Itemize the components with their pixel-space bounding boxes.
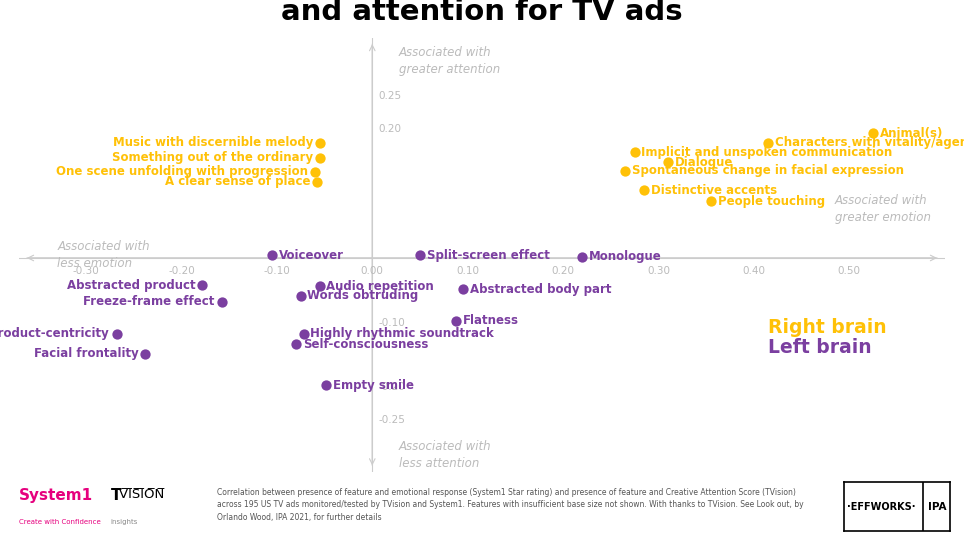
Point	[617, 166, 632, 175]
Point	[312, 138, 328, 147]
Text: Spontaneous change in facial expression: Spontaneous change in facial expression	[631, 164, 904, 177]
Text: Characters with vitality/agency: Characters with vitality/agency	[775, 136, 964, 149]
Point	[214, 298, 229, 306]
Text: -0.25: -0.25	[378, 415, 405, 425]
Text: -0.10: -0.10	[263, 266, 290, 276]
Text: Correlation between presence of feature and emotional response (System1 Star rat: Correlation between presence of feature …	[217, 488, 804, 522]
Text: 0.50: 0.50	[838, 266, 861, 276]
Text: Associated with
less emotion: Associated with less emotion	[58, 240, 150, 270]
Point	[293, 291, 308, 300]
Text: Split-screen effect: Split-screen effect	[427, 249, 549, 262]
Text: Words obtruding: Words obtruding	[308, 289, 418, 302]
Point	[195, 281, 210, 289]
Text: 0.30: 0.30	[647, 266, 670, 276]
Text: One scene unfolding with progression: One scene unfolding with progression	[56, 165, 308, 178]
Text: IPA: IPA	[928, 502, 947, 512]
Point	[319, 381, 335, 390]
Text: Voiceover: Voiceover	[279, 249, 344, 262]
Text: Implicit and unspoken communication: Implicit and unspoken communication	[641, 146, 893, 159]
Text: 0.10: 0.10	[456, 266, 479, 276]
Point	[109, 330, 124, 338]
Point	[413, 251, 428, 260]
Text: Audio repetition: Audio repetition	[327, 280, 434, 293]
Text: -0.10: -0.10	[378, 318, 405, 328]
Text: -0.30: -0.30	[72, 266, 99, 276]
Point	[308, 167, 323, 176]
Text: Monologue: Monologue	[589, 250, 661, 263]
Text: Associated with
greater attention: Associated with greater attention	[399, 46, 500, 75]
Point	[309, 177, 325, 186]
Point	[761, 138, 776, 147]
Text: Associated with
greater emotion: Associated with greater emotion	[835, 194, 931, 224]
Text: -0.20: -0.20	[168, 266, 195, 276]
Point	[627, 148, 642, 157]
Point	[455, 285, 470, 293]
Text: Product-centricity: Product-centricity	[0, 327, 110, 340]
Text: Flatness: Flatness	[463, 314, 519, 327]
Text: Highly rhythmic soundtrack: Highly rhythmic soundtrack	[310, 327, 494, 340]
Text: T: T	[111, 488, 121, 503]
Text: 0.40: 0.40	[742, 266, 765, 276]
Text: Empty smile: Empty smile	[334, 379, 415, 392]
Text: A clear sense of place: A clear sense of place	[165, 175, 310, 188]
Point	[296, 330, 311, 338]
Text: Abstracted body part: Abstracted body part	[469, 282, 611, 295]
Point	[312, 153, 328, 162]
Point	[866, 129, 881, 138]
Title: Right-brain features associated with greater emotion
and attention for TV ads: Right-brain features associated with gre…	[42, 0, 922, 25]
Text: 0.25: 0.25	[378, 91, 401, 101]
Text: People touching: People touching	[717, 195, 825, 208]
Text: 0.00: 0.00	[361, 266, 384, 276]
Point	[660, 158, 676, 166]
Text: ̅V̅I̅S̅I̅O̅N̅: ̅V̅I̅S̅I̅O̅N̅	[120, 488, 165, 501]
Point	[575, 253, 590, 261]
Text: Create with Confidence: Create with Confidence	[19, 519, 101, 525]
Text: 0.20: 0.20	[378, 124, 401, 133]
Text: Abstracted product: Abstracted product	[67, 279, 196, 292]
Text: Associated with
less attention: Associated with less attention	[399, 440, 492, 470]
Point	[288, 340, 304, 349]
Text: Something out of the ordinary: Something out of the ordinary	[112, 151, 313, 164]
Text: Freeze-frame effect: Freeze-frame effect	[84, 295, 215, 308]
Text: Music with discernible melody: Music with discernible melody	[113, 136, 313, 149]
Text: -0.20: -0.20	[378, 383, 405, 392]
Text: insights: insights	[111, 519, 138, 525]
Point	[138, 350, 153, 358]
Text: Animal(s): Animal(s)	[880, 127, 943, 140]
Point	[636, 186, 652, 195]
Text: Dialogue: Dialogue	[675, 156, 733, 169]
Text: Left brain: Left brain	[768, 338, 871, 357]
Point	[312, 282, 328, 291]
Text: System1: System1	[19, 488, 94, 503]
Text: Right brain: Right brain	[768, 318, 887, 337]
Text: ·EFFWORKS·: ·EFFWORKS·	[846, 502, 915, 512]
Text: 0.20: 0.20	[551, 266, 575, 276]
Point	[264, 251, 280, 260]
Text: Facial frontality: Facial frontality	[34, 347, 139, 360]
Point	[448, 317, 464, 325]
Text: Self-consciousness: Self-consciousness	[303, 338, 428, 351]
Text: Distinctive accents: Distinctive accents	[651, 184, 777, 197]
Point	[704, 197, 719, 205]
